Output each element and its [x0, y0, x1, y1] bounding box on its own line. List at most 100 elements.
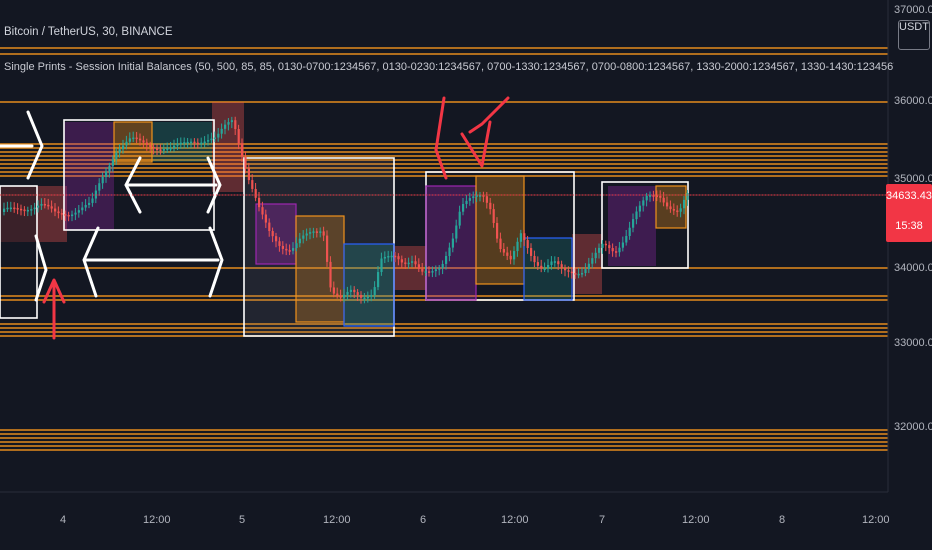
candle-body [40, 203, 43, 206]
candle-body [353, 289, 356, 293]
session-boxes [0, 119, 689, 337]
indicator-legend[interactable]: Single Prints - Session Initial Balances… [4, 61, 894, 73]
candle-body [339, 295, 342, 298]
candle-body [6, 207, 9, 210]
candle-body [686, 193, 689, 200]
candle-body [465, 200, 468, 205]
candle-body [394, 255, 397, 258]
candle-body [655, 195, 658, 198]
candle-body [152, 147, 155, 149]
candle-body [343, 294, 346, 298]
candle-body [502, 249, 505, 253]
candle-body [115, 152, 118, 160]
candle-body [659, 195, 662, 198]
candle-body [329, 261, 332, 288]
price-label: 36000.00 [894, 95, 932, 107]
candle-body [526, 240, 529, 249]
candle-body [135, 137, 138, 140]
candle-body [234, 120, 237, 130]
candle-body [475, 195, 478, 197]
candle-body [669, 206, 672, 210]
candle-body [271, 231, 274, 237]
candle-body [533, 255, 536, 263]
candle-body [200, 142, 203, 145]
currency-label: USDT [899, 21, 929, 33]
candle-body [237, 129, 240, 144]
session-sub-box [113, 121, 153, 163]
candle-body [9, 207, 12, 210]
candle-body [550, 261, 553, 265]
time-label: 5 [239, 514, 246, 526]
candle-body [326, 235, 329, 262]
candle-body [309, 232, 312, 234]
candle-body [516, 241, 519, 252]
candle-body [628, 227, 631, 236]
candle-body [149, 144, 152, 148]
candle-body [468, 198, 471, 201]
candle-body [618, 247, 621, 253]
candle-body [356, 292, 359, 295]
candle-body [312, 231, 315, 233]
candle-body [278, 241, 281, 246]
right-arrow-drawing-icon [34, 234, 48, 302]
candle-body [679, 208, 682, 212]
currency-badge[interactable]: USDT [898, 20, 930, 50]
candle-body [37, 205, 40, 208]
candle-body [621, 242, 624, 248]
candle-body [683, 199, 686, 209]
candle-body [472, 196, 475, 199]
candle-body [254, 188, 257, 198]
candle-body [346, 291, 349, 295]
candle-body [424, 271, 427, 273]
candle-body [227, 122, 230, 125]
session-box [601, 181, 689, 269]
time-label: 12:00 [143, 514, 171, 526]
candle-body [570, 271, 573, 274]
price-label: 32000.00 [894, 421, 932, 433]
right-arrow-drawing-icon [208, 226, 224, 298]
single-print-levels [0, 47, 888, 451]
candle-body [632, 219, 635, 228]
candle-body [94, 190, 97, 199]
candle-body [604, 243, 607, 246]
candle-body [387, 255, 390, 258]
candle-body [438, 268, 441, 270]
candle-body [43, 203, 46, 206]
candle-body [111, 159, 114, 166]
candle-body [506, 252, 509, 256]
down-arrow-annotation-icon [468, 96, 510, 134]
candle-body [400, 259, 403, 263]
candle-body [666, 202, 669, 207]
candle-body [244, 156, 247, 169]
candle-body [428, 271, 431, 273]
candle-body [145, 142, 148, 145]
symbol-title[interactable]: Bitcoin / TetherUS, 30, BINANCE [4, 26, 173, 38]
candle-body [91, 198, 94, 203]
price-label: 33000.00 [894, 337, 932, 349]
candle-body [383, 256, 386, 259]
candle-body [288, 250, 291, 252]
candle-body [397, 256, 400, 260]
candle-body [485, 196, 488, 203]
candle-body [519, 233, 522, 242]
candle-body [203, 141, 206, 144]
candle-body [13, 207, 16, 210]
candle-body [482, 195, 485, 197]
candle-body [173, 145, 176, 148]
candle-body [217, 133, 220, 138]
candle-body [3, 208, 6, 212]
price-label: 34000.00 [894, 262, 932, 274]
candle-body [319, 231, 322, 233]
time-label: 6 [420, 514, 427, 526]
bar-countdown: 15:38 [895, 220, 923, 232]
candle-body [332, 287, 335, 294]
candle-body [84, 204, 87, 208]
candle-body [363, 297, 366, 300]
session-fill [476, 176, 524, 284]
candle-body [295, 243, 298, 249]
candle-body [128, 138, 131, 142]
candle-body [417, 264, 420, 269]
candle-body [213, 137, 216, 140]
candle-body [373, 287, 376, 296]
